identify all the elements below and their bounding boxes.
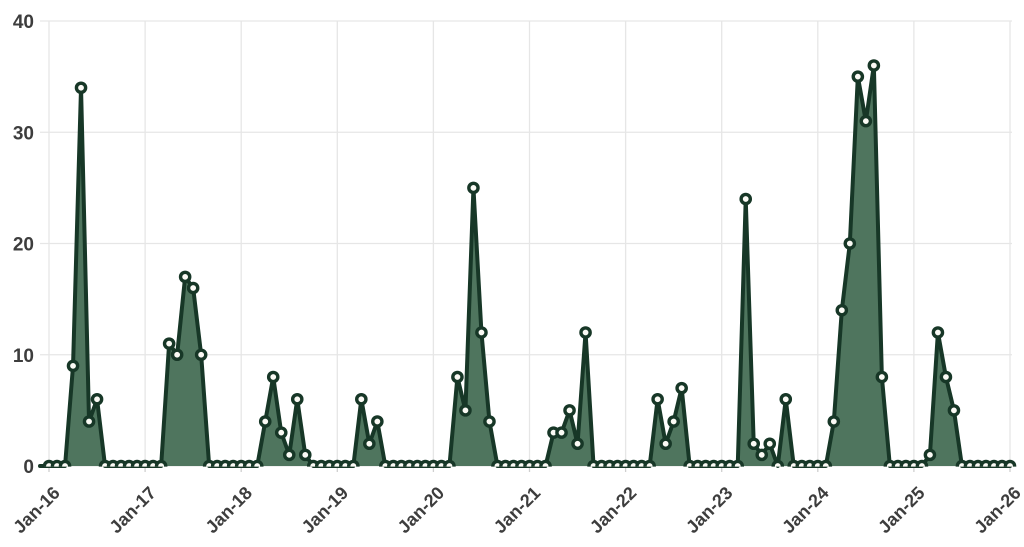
y-axis-label-20: 20	[13, 235, 34, 256]
data-point-marker	[539, 459, 552, 467]
data-point-marker	[347, 459, 360, 467]
x-axis-labels: Jan-16 Jan-17 Jan-18 Jan-19 Jan-20 Jan-21 Jan-…	[9, 483, 1024, 537]
data-point-marker	[931, 326, 945, 339]
data-point-marker	[82, 415, 96, 428]
vertical-gridlines	[48, 21, 1011, 466]
data-point-marker	[651, 392, 664, 406]
data-point-marker	[739, 192, 753, 206]
data-point-marker	[282, 448, 296, 462]
series-markers	[42, 59, 1017, 467]
data-point-marker	[363, 437, 376, 451]
data-point-marker	[74, 81, 88, 95]
data-point-marker	[571, 437, 584, 451]
data-point-marker	[667, 415, 680, 428]
data-point-marker	[274, 426, 288, 439]
data-point-marker	[771, 459, 785, 467]
x-axis-label-Jan-16: Jan-16	[9, 483, 63, 537]
data-point-marker	[170, 348, 184, 362]
data-point-marker	[162, 337, 176, 350]
data-point-marker	[250, 459, 264, 467]
data-point-marker	[290, 392, 304, 406]
x-axis-label-Jan-22: Jan-22	[586, 483, 640, 537]
x-axis-label-Jan-25: Jan-25	[874, 483, 928, 537]
data-point-marker	[1003, 459, 1017, 467]
x-axis-label-Jan-26: Jan-26	[970, 483, 1024, 537]
x-axis-label-Jan-21: Jan-21	[490, 483, 544, 537]
data-point-marker	[755, 448, 769, 462]
y-axis-label-0: 0	[23, 457, 34, 478]
data-point-marker	[475, 326, 488, 339]
y-axis-label-30: 30	[13, 123, 34, 144]
data-point-marker	[867, 59, 881, 72]
y-axis-labels: 0 10 20 30 40	[13, 12, 34, 478]
data-point-marker	[66, 359, 80, 373]
data-point-marker	[915, 459, 929, 467]
data-point-marker	[779, 392, 793, 406]
data-point-marker	[827, 415, 841, 428]
data-point-marker	[178, 270, 192, 284]
data-point-marker	[923, 448, 937, 462]
data-point-marker	[154, 459, 168, 467]
x-axis-label-Jan-23: Jan-23	[682, 483, 736, 537]
data-point-marker	[90, 392, 104, 406]
data-point-marker	[555, 426, 568, 439]
y-axis-label-10: 10	[13, 346, 34, 367]
data-point-marker	[266, 370, 280, 384]
data-point-marker	[843, 237, 857, 250]
x-axis-label-Jan-18: Jan-18	[202, 483, 256, 537]
data-point-marker	[467, 181, 480, 195]
data-point-marker	[459, 404, 472, 417]
data-point-marker	[58, 459, 72, 467]
x-axis-label-Jan-19: Jan-19	[298, 483, 352, 537]
data-point-marker	[643, 459, 656, 467]
data-point-marker	[443, 459, 456, 467]
x-axis-label-Jan-20: Jan-20	[394, 483, 448, 537]
data-point-marker	[355, 392, 368, 406]
data-point-marker	[939, 370, 953, 384]
data-point-marker	[659, 437, 672, 451]
data-point-marker	[451, 370, 464, 384]
data-point-marker	[875, 370, 889, 384]
data-point-marker	[859, 114, 873, 128]
data-point-marker	[947, 404, 961, 417]
data-point-marker	[186, 281, 200, 295]
data-point-marker	[258, 415, 272, 428]
data-point-marker	[563, 404, 576, 417]
data-point-marker	[747, 437, 761, 451]
data-point-marker	[483, 415, 496, 428]
data-point-marker	[851, 70, 865, 83]
data-point-marker	[819, 459, 833, 467]
x-axis-label-Jan-17: Jan-17	[105, 483, 159, 537]
data-point-marker	[731, 459, 745, 467]
data-point-marker	[675, 381, 688, 395]
x-axis-label-Jan-24: Jan-24	[778, 483, 832, 537]
y-axis-label-40: 40	[13, 12, 34, 33]
data-point-marker	[835, 303, 849, 317]
data-point-marker	[298, 448, 312, 462]
data-point-marker	[763, 437, 777, 451]
data-point-marker	[194, 348, 208, 362]
data-point-marker	[371, 415, 384, 428]
data-point-marker	[579, 326, 592, 339]
